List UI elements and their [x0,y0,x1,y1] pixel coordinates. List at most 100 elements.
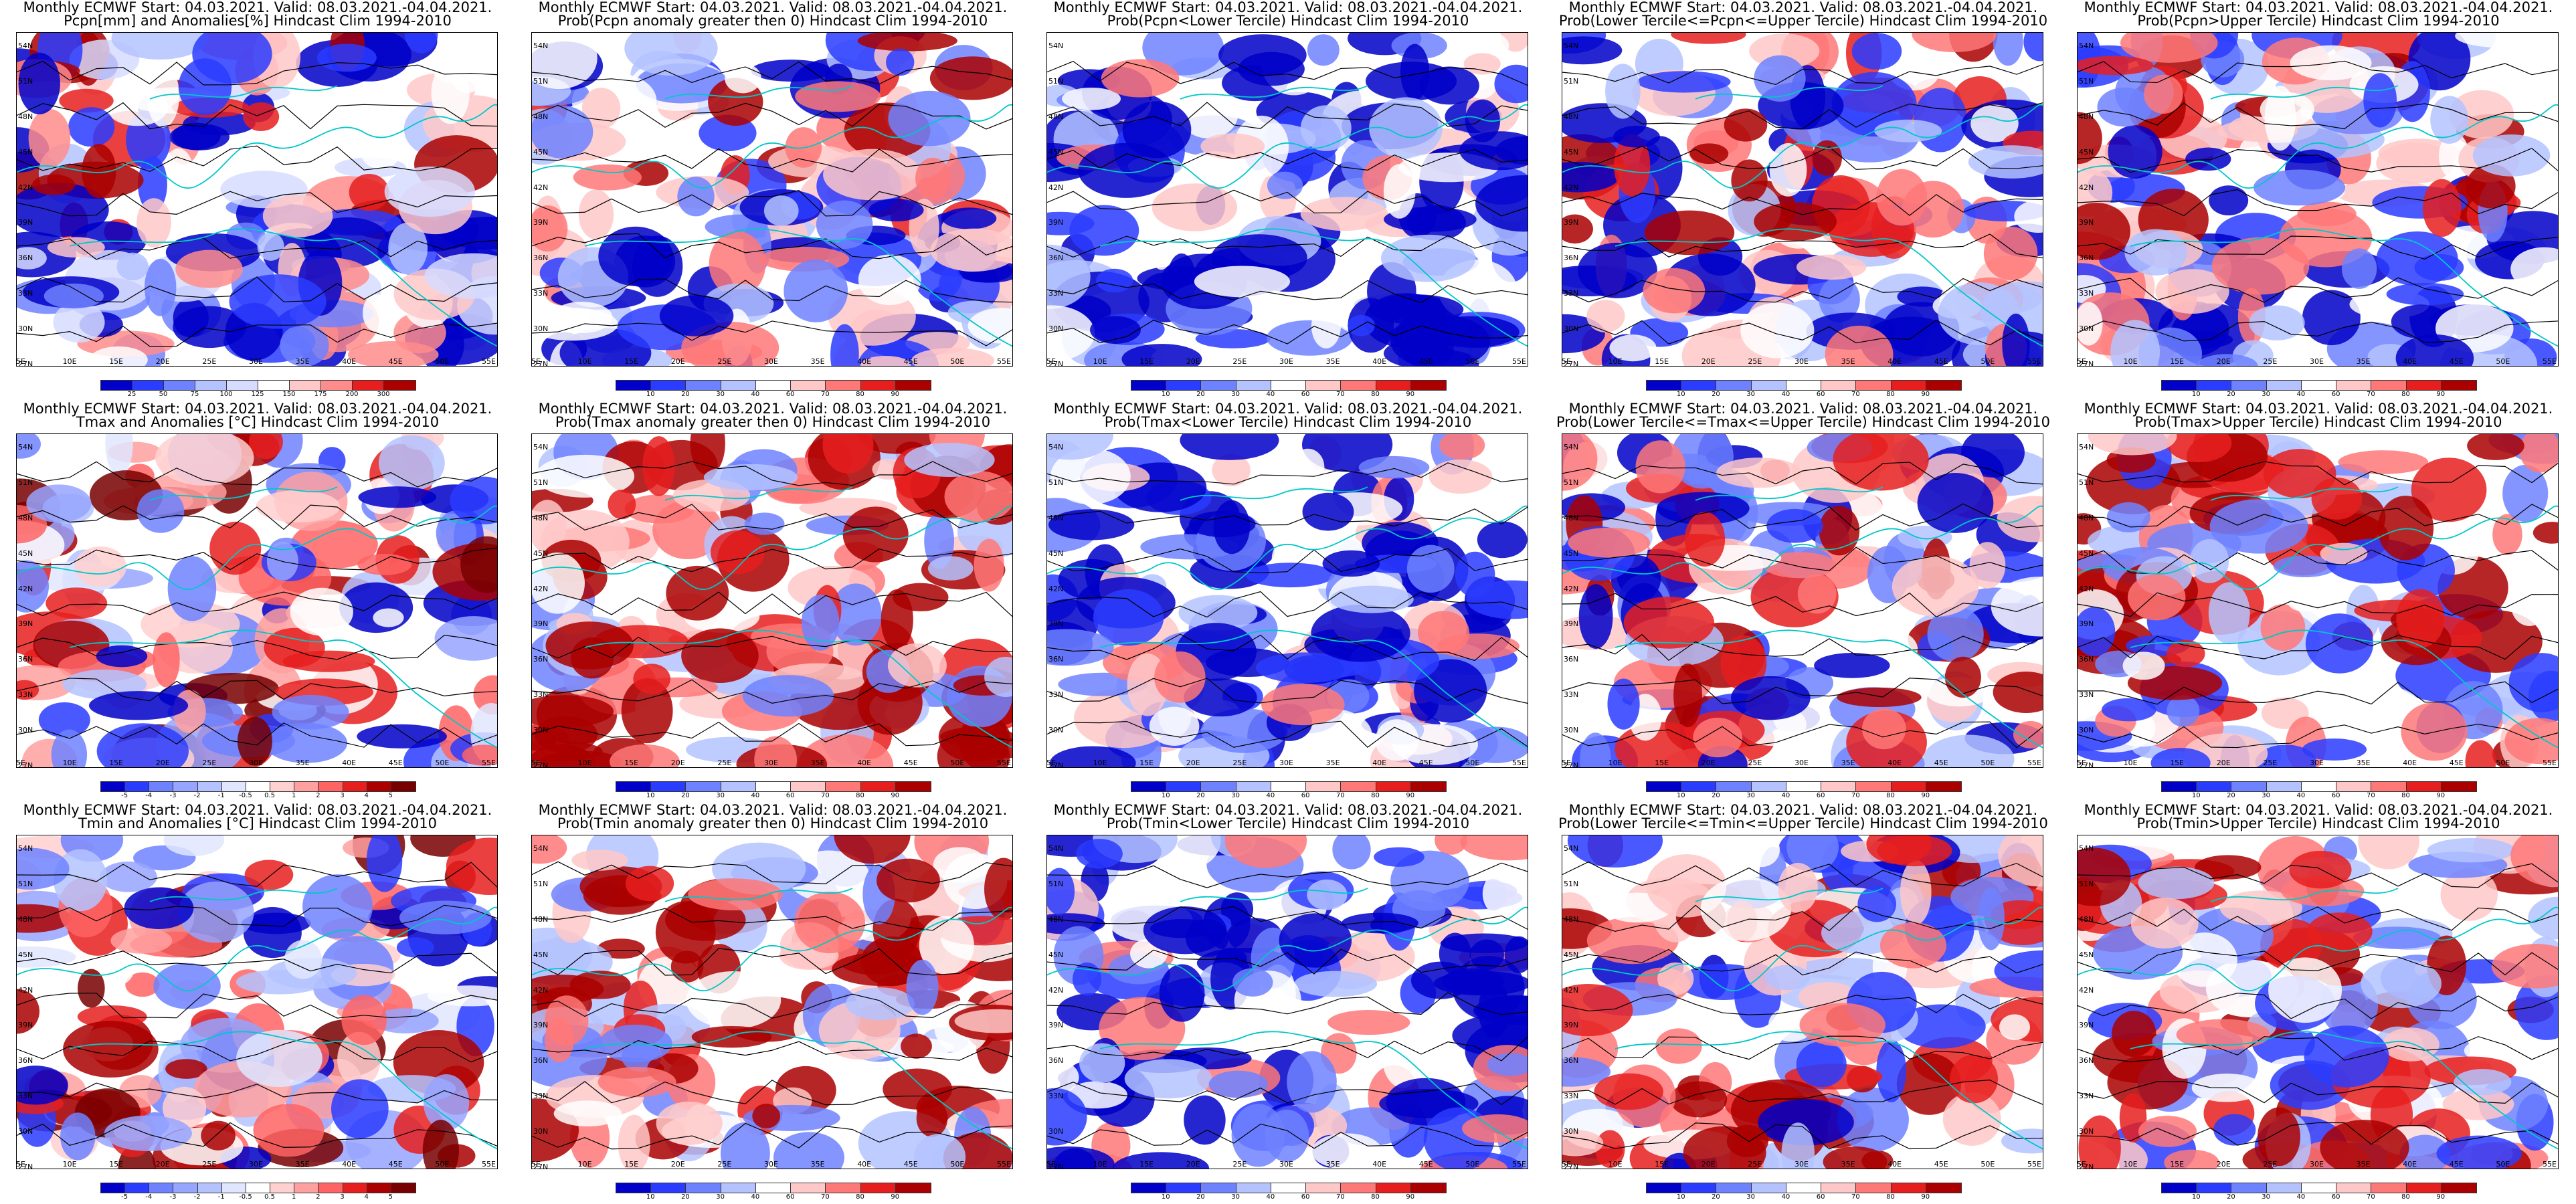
contour-line [1562,1122,2043,1150]
colorbar-tick-label: -4 [145,1193,153,1201]
lon-label: 30E [249,357,263,366]
lon-label: 30E [764,1160,778,1169]
map-field [16,32,498,367]
field-cell [1993,32,2023,66]
colorbar-tick-label: 200 [345,391,359,398]
field-cell [362,637,411,662]
field-cell [1796,254,1867,280]
field-cell [2001,1128,2043,1154]
lat-label: 54N [18,41,33,50]
field-cell [659,295,734,336]
lat-label: 39N [2079,619,2094,629]
contour-line [1046,189,1528,217]
contour-line [1562,319,2043,346]
field-cell [816,200,873,249]
field-cell [1644,210,1735,256]
lon-label: 5E [1046,759,1056,767]
field-cell [1778,863,1818,913]
lon-label: 20E [1186,759,1200,767]
colorbar-tick-label: 90 [1406,391,1415,398]
lon-label: 25E [717,759,732,767]
field-cell [1475,175,1528,232]
lon-label: 55E [482,1160,496,1169]
colorbar-segment [221,1183,247,1193]
field-cell [621,678,673,744]
field-cell [59,88,114,113]
field-cell [1179,90,1238,138]
field-cell [1586,916,1679,965]
field-cell [349,173,389,211]
field-cell [1562,433,1598,491]
field-cell [901,1033,932,1059]
contour-line [16,722,498,748]
field-cell [1429,459,1493,494]
contour-line [531,591,1013,618]
lon-label: 50E [1465,357,1480,366]
lat-label: 39N [1564,218,1579,227]
lon-label: 20E [1186,1160,1200,1169]
colorbar-segment [366,1183,392,1193]
lat-label: 30N [2079,726,2094,735]
lon-label: 35E [810,1160,825,1169]
field-cell [2023,32,2043,62]
coastline [1046,486,1528,748]
field-cell [1797,574,1837,614]
field-cell [1969,542,2006,589]
contour-line [16,504,498,530]
lon-label: 50E [1981,759,1995,767]
field-cell [2122,651,2165,680]
field-cell [38,702,90,738]
lon-label: 5E [2077,759,2086,767]
colorbar-segment [197,1183,223,1193]
map-field [1562,32,2043,367]
lon-label: 45E [1934,1160,1948,1169]
field-cell [1970,104,2019,142]
forecast-map: 54N 51N 48N 45N 42N 39N 36N 33N 30N 27N 5E 10E 15E 20… [1046,835,1528,1171]
panel-title-line2: Prob(Tmin anomaly greater then 0) Hindca… [557,815,989,831]
field-cell [2078,1115,2121,1169]
field-cell [1568,527,1651,558]
contour-line [16,102,498,130]
field-cell [2097,87,2152,127]
coastline [16,888,498,1150]
lon-label: 45E [2449,357,2464,366]
colorbar-tick-label: 10 [646,1193,655,1201]
colorbar-tick-label: 20 [681,391,690,398]
field-cell [357,724,447,748]
field-cell [2361,959,2442,1009]
field-cell [2395,334,2474,367]
colorbar-tick-label: 40 [751,1193,760,1201]
field-cell [1302,492,1354,531]
lat-label: 48N [18,112,33,121]
lat-label: 27N [1048,1163,1064,1171]
field-cell [1819,506,1860,556]
colorbar-tick-label: 10 [646,792,655,799]
colorbar-segment [221,781,247,792]
lon-label: 55E [2027,357,2041,366]
lat-label: 42N [1564,985,1579,995]
colorbar-segment [2161,380,2198,391]
lon-label: 25E [1232,759,1247,767]
map-field [1562,433,2043,768]
field-cell [424,253,498,299]
contour-line [1562,193,2043,216]
field-cell [2208,582,2250,645]
lat-label: 42N [1564,183,1579,192]
colorbar-segment [2196,781,2233,792]
map-panel-tmax-2: Monthly ECMWF Start: 04.03.2021. Valid: … [515,401,1030,803]
field-cell [1439,433,1485,460]
field-cell [2347,686,2422,730]
lat-label: 30N [18,1127,33,1136]
colorbar-segment [100,380,133,391]
lon-label: 50E [1465,1160,1480,1169]
contour-line [1046,235,1528,258]
lon-label: 55E [2027,1160,2041,1169]
lat-label: 39N [1048,218,1064,227]
colorbar-segment [1681,1183,1718,1193]
lat-label: 45N [1564,950,1579,959]
lat-label: 42N [533,584,549,593]
field-cell [1261,684,1345,726]
colorbar-segment [197,781,223,792]
field-cell [2491,944,2559,989]
field-cell [1716,458,1802,488]
